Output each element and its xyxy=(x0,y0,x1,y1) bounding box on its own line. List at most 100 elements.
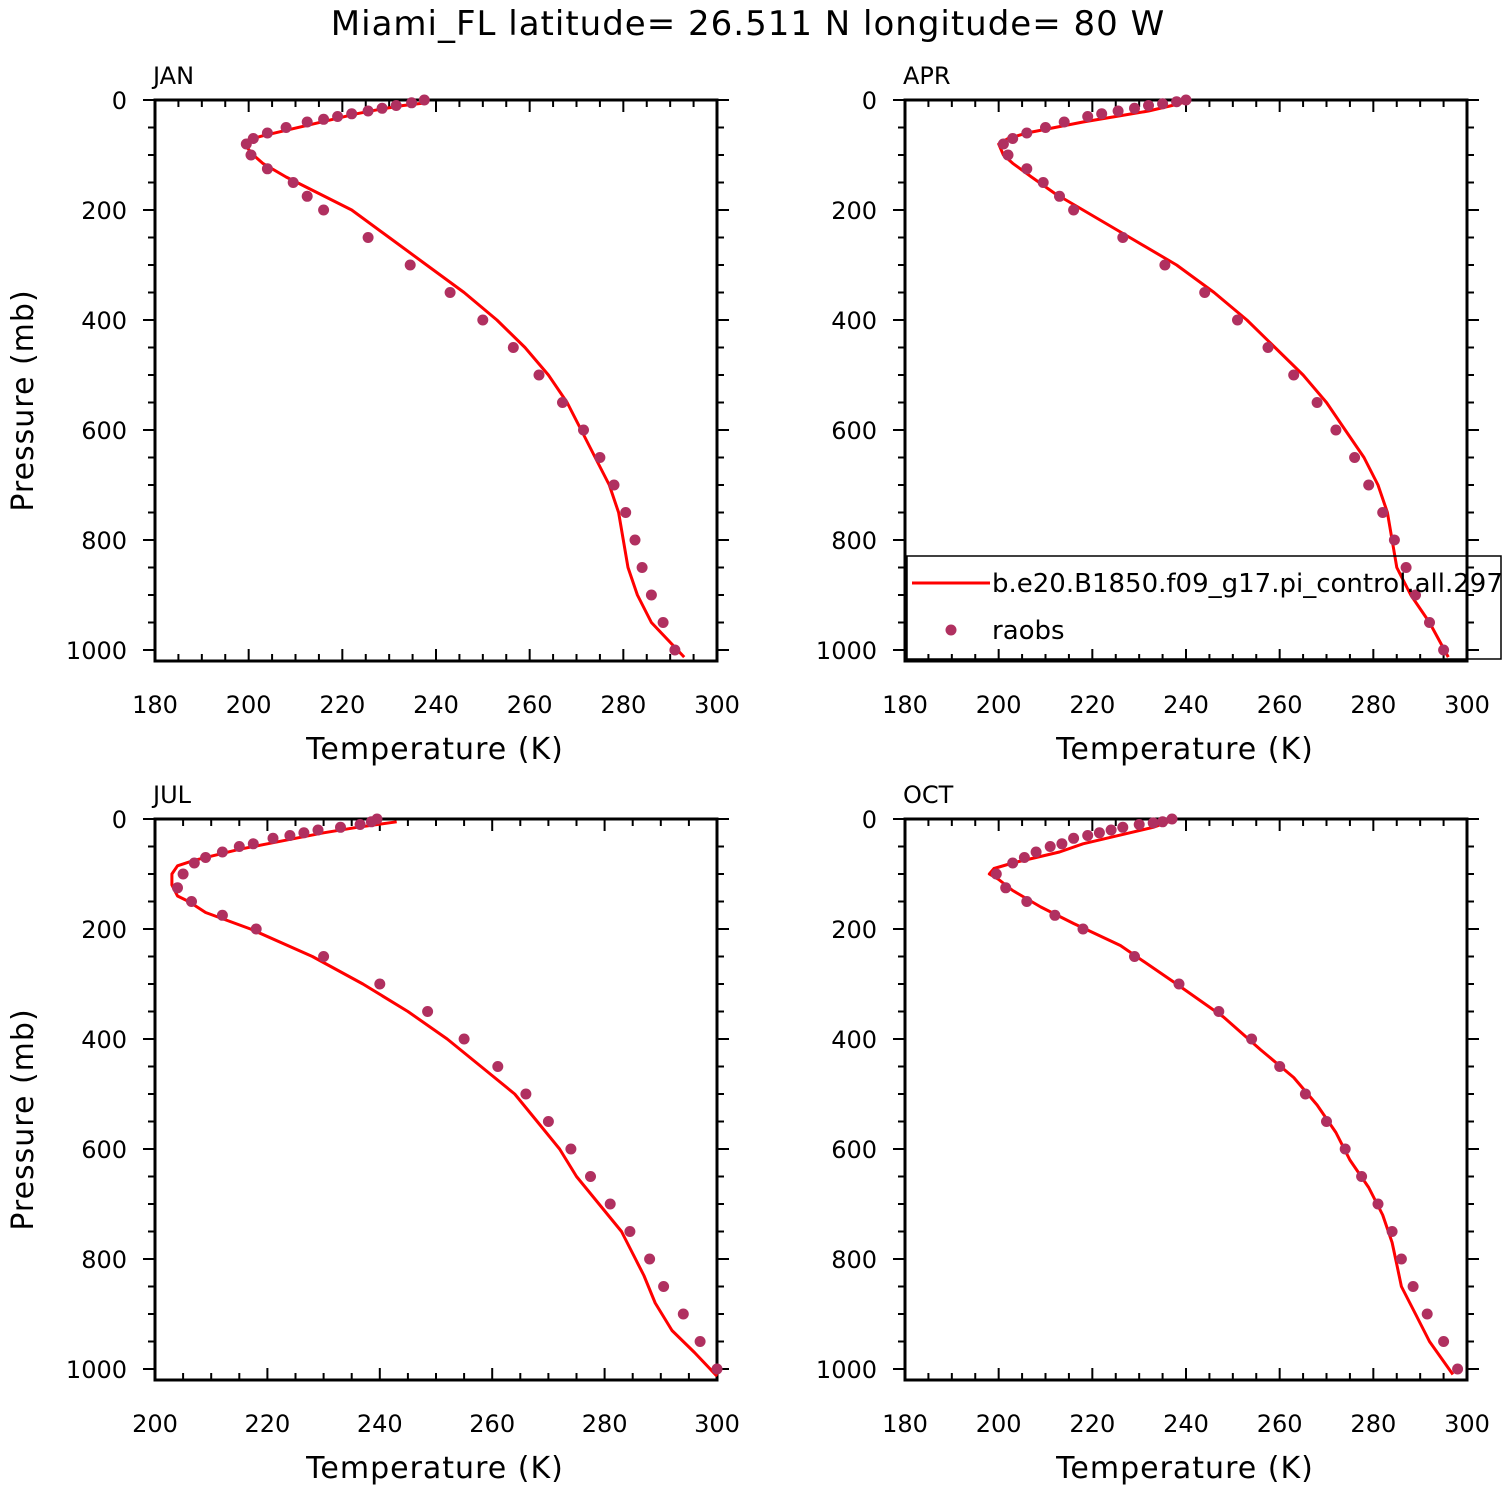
model-profile-line xyxy=(170,820,719,1378)
y-tick-label: 600 xyxy=(81,417,127,445)
x-axis-title: Temperature (K) xyxy=(305,1451,564,1486)
y-tick-label: 600 xyxy=(831,417,877,445)
raobs-point xyxy=(1377,507,1389,518)
raobs-point xyxy=(1438,1336,1450,1347)
raobs-point xyxy=(1166,813,1178,825)
x-tick-label: 200 xyxy=(976,1410,1022,1438)
raobs-point xyxy=(1105,824,1117,836)
legend-obs-label: raobs xyxy=(992,616,1065,646)
raobs-point xyxy=(604,1198,616,1210)
y-tick-label: 1000 xyxy=(816,637,877,665)
panel-label: JAN xyxy=(151,62,194,90)
raobs-point xyxy=(1133,819,1145,830)
y-tick-label: 200 xyxy=(81,916,127,944)
raobs-point xyxy=(188,857,200,869)
raobs-point xyxy=(520,1088,532,1100)
raobs-point xyxy=(1274,1061,1286,1072)
raobs-point xyxy=(1438,644,1450,656)
raobs-point xyxy=(418,94,430,106)
x-tick-label: 280 xyxy=(1350,691,1396,719)
x-tick-label: 180 xyxy=(132,691,178,719)
legend-obs-marker xyxy=(945,624,957,636)
raobs-point xyxy=(578,424,589,436)
raobs-point xyxy=(645,589,657,601)
raobs-point xyxy=(250,923,262,935)
raobs-point xyxy=(1339,1143,1351,1155)
raobs-point xyxy=(608,479,620,491)
raobs-point xyxy=(365,816,377,828)
raobs-point xyxy=(1147,817,1159,829)
raobs-point xyxy=(284,830,296,841)
raobs-point xyxy=(1117,232,1129,243)
raobs-point xyxy=(585,1171,596,1182)
raobs-point xyxy=(565,1143,577,1155)
model-profile-line xyxy=(987,817,1455,1376)
raobs-point xyxy=(657,617,669,628)
x-tick-label: 220 xyxy=(1069,691,1115,719)
raobs-point xyxy=(624,1226,636,1237)
raobs-point xyxy=(1157,98,1169,110)
x-tick-label: 280 xyxy=(1350,1410,1396,1438)
y-tick-label: 400 xyxy=(81,1026,127,1054)
raobs-point xyxy=(1143,100,1154,111)
raobs-point xyxy=(1049,909,1061,921)
raobs-point xyxy=(1157,816,1169,828)
raobs-point xyxy=(301,116,313,128)
x-tick-label: 260 xyxy=(1257,1410,1303,1438)
raobs-point xyxy=(997,138,1009,150)
y-tick-label: 400 xyxy=(831,307,877,335)
raobs-point xyxy=(1044,841,1056,852)
raobs-point xyxy=(1299,1088,1311,1100)
y-tick-label: 400 xyxy=(81,307,127,335)
raobs-point xyxy=(1068,832,1080,844)
raobs-point xyxy=(172,882,183,894)
x-tick-label: 280 xyxy=(582,1410,628,1438)
raobs-point xyxy=(200,852,212,863)
raobs-point xyxy=(507,342,519,353)
raobs-point xyxy=(1246,1033,1258,1045)
raobs-point xyxy=(1388,534,1400,546)
raobs-point xyxy=(1018,852,1030,863)
panel-jan: JAN 180 200 220 240 260 280 300 0 200 400 600 800 100… xyxy=(6,62,740,767)
raobs-point xyxy=(1321,1116,1332,1127)
raobs-point xyxy=(1330,424,1342,436)
panel-label: JUL xyxy=(151,781,192,809)
raobs-point xyxy=(1054,190,1065,202)
raobs-point xyxy=(390,100,402,111)
x-axis-title: Temperature (K) xyxy=(305,732,564,767)
raobs-point xyxy=(1159,259,1171,271)
raobs-point xyxy=(1171,96,1183,108)
raobs-point xyxy=(406,97,418,109)
raobs-point xyxy=(298,827,310,839)
y-tick-label: 1000 xyxy=(816,1356,877,1384)
raobs-point xyxy=(422,1006,434,1017)
raobs-point xyxy=(287,177,299,188)
raobs-point xyxy=(636,562,648,573)
raobs-point xyxy=(318,204,330,216)
y-tick-label: 800 xyxy=(81,1246,127,1274)
raobs-point xyxy=(711,1363,723,1375)
raobs-point xyxy=(346,108,358,120)
x-tick-label: 300 xyxy=(694,691,740,719)
y-tick-label: 800 xyxy=(831,1246,877,1274)
x-tick-label: 260 xyxy=(1257,691,1303,719)
raobs-point xyxy=(1021,163,1033,175)
raobs-point xyxy=(1082,830,1094,841)
raobs-point xyxy=(1117,821,1129,833)
raobs-point xyxy=(620,507,632,518)
raobs-point xyxy=(362,105,374,117)
y-tick-label: 0 xyxy=(112,806,127,834)
raobs-point xyxy=(1082,111,1094,122)
raobs-point xyxy=(542,1116,554,1127)
raobs-point xyxy=(354,819,366,830)
raobs-point xyxy=(990,868,1002,880)
raobs-point xyxy=(1021,896,1033,907)
raobs-point xyxy=(1000,882,1012,894)
y-tick-label: 600 xyxy=(831,1136,877,1164)
panels: JAN 180 200 220 240 260 280 300 0 200 400 600 800 100… xyxy=(6,62,1490,1486)
raobs-point xyxy=(318,951,330,962)
raobs-point xyxy=(1213,1006,1225,1017)
legend: b.e20.B1850.f09_g17.pi_control.all.297 r… xyxy=(906,555,1503,660)
raobs-point xyxy=(1056,838,1068,850)
raobs-point xyxy=(1180,94,1192,106)
